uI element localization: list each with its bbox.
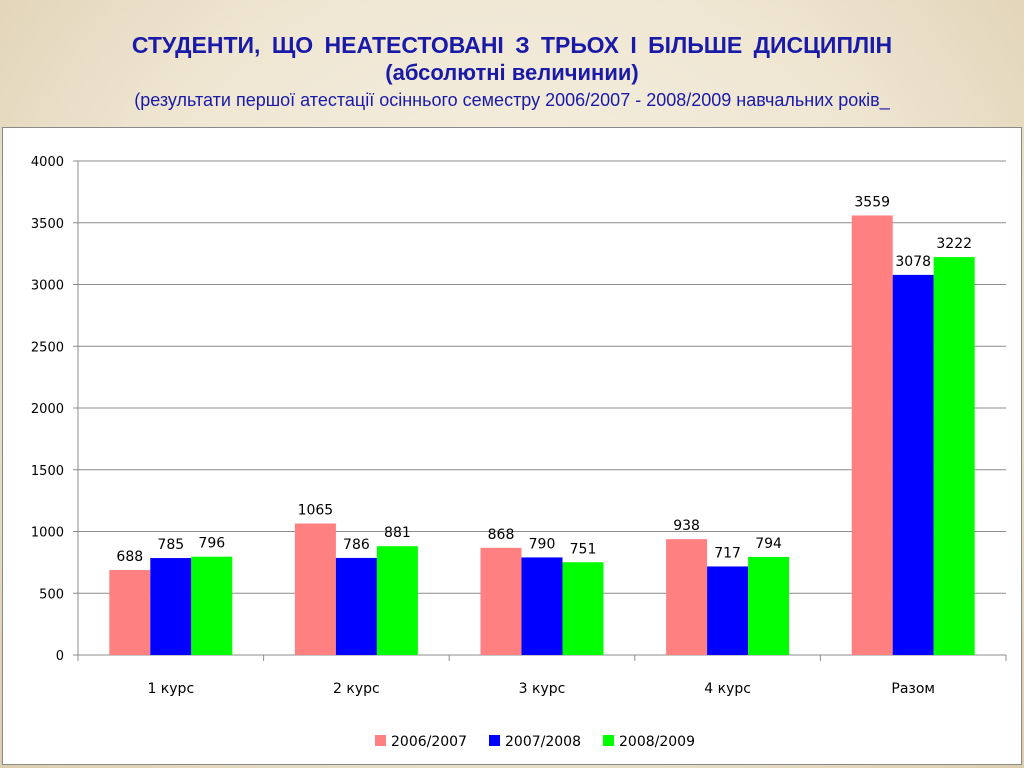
bar — [851, 215, 893, 655]
data-label: 790 — [529, 536, 556, 552]
data-label: 688 — [116, 549, 143, 565]
y-tick-label: 0 — [56, 649, 64, 664]
legend-label: 2008/2009 — [619, 734, 695, 750]
bar — [707, 566, 749, 655]
data-label: 938 — [673, 518, 700, 534]
bar — [892, 274, 934, 655]
data-label: 717 — [714, 545, 741, 561]
legend-swatch — [603, 735, 614, 746]
slide-note: (результати першої атестації осіннього с… — [134, 90, 890, 110]
bar — [376, 546, 418, 655]
legend-swatch — [375, 735, 386, 746]
bar — [109, 570, 151, 655]
bar — [335, 557, 377, 655]
data-label: 3559 — [854, 194, 890, 210]
slide-title: СТУДЕНТИ, ЩО НЕАТЕСТОВАНІ З ТРЬОХ І БІЛЬ… — [131, 32, 893, 58]
data-label: 881 — [384, 525, 411, 541]
bar — [150, 558, 192, 655]
data-label: 3078 — [895, 254, 931, 270]
y-tick-label: 4000 — [31, 155, 64, 170]
y-tick-label: 2000 — [31, 402, 64, 417]
bar — [294, 523, 336, 655]
legend-swatch — [489, 735, 500, 746]
bar — [191, 556, 233, 655]
legend-label: 2007/2008 — [505, 734, 581, 750]
bar — [748, 556, 790, 655]
x-tick-label: 2 курс — [333, 681, 380, 697]
data-label: 868 — [488, 527, 515, 543]
slide-subtitle: (абсолютні величинии) — [385, 60, 639, 85]
data-label: 794 — [755, 536, 782, 552]
y-tick-label: 2500 — [31, 340, 64, 355]
x-tick-label: 3 курс — [519, 681, 566, 697]
bar — [933, 257, 975, 655]
y-tick-label: 3500 — [31, 217, 64, 232]
y-tick-label: 1000 — [31, 526, 64, 541]
y-tick-label: 3000 — [31, 279, 64, 294]
slide-title-block: СТУДЕНТИ, ЩО НЕАТЕСТОВАНІ З ТРЬОХ І БІЛЬ… — [0, 30, 1024, 112]
bar — [562, 562, 604, 655]
x-tick-label: 4 курс — [704, 681, 751, 697]
data-label: 3222 — [936, 236, 972, 252]
data-label: 796 — [198, 536, 225, 552]
y-tick-label: 500 — [39, 587, 64, 602]
data-label: 1065 — [298, 502, 334, 518]
chart-area: 0 500 1000 1500 2000 2500 3000 3500 4000 688 785 79… — [2, 127, 1022, 765]
bar — [666, 539, 708, 655]
bar — [521, 557, 563, 655]
x-tick-label: Разом — [891, 681, 935, 697]
y-tick-label: 1500 — [31, 464, 64, 479]
x-tick-label: 1 курс — [147, 681, 194, 697]
data-label: 786 — [343, 537, 370, 553]
bar — [480, 547, 522, 655]
bar-chart: 0 500 1000 1500 2000 2500 3000 3500 4000 688 785 79… — [31, 155, 1007, 750]
data-label: 785 — [157, 537, 184, 553]
data-label: 751 — [570, 541, 597, 557]
legend-label: 2006/2007 — [391, 734, 467, 750]
